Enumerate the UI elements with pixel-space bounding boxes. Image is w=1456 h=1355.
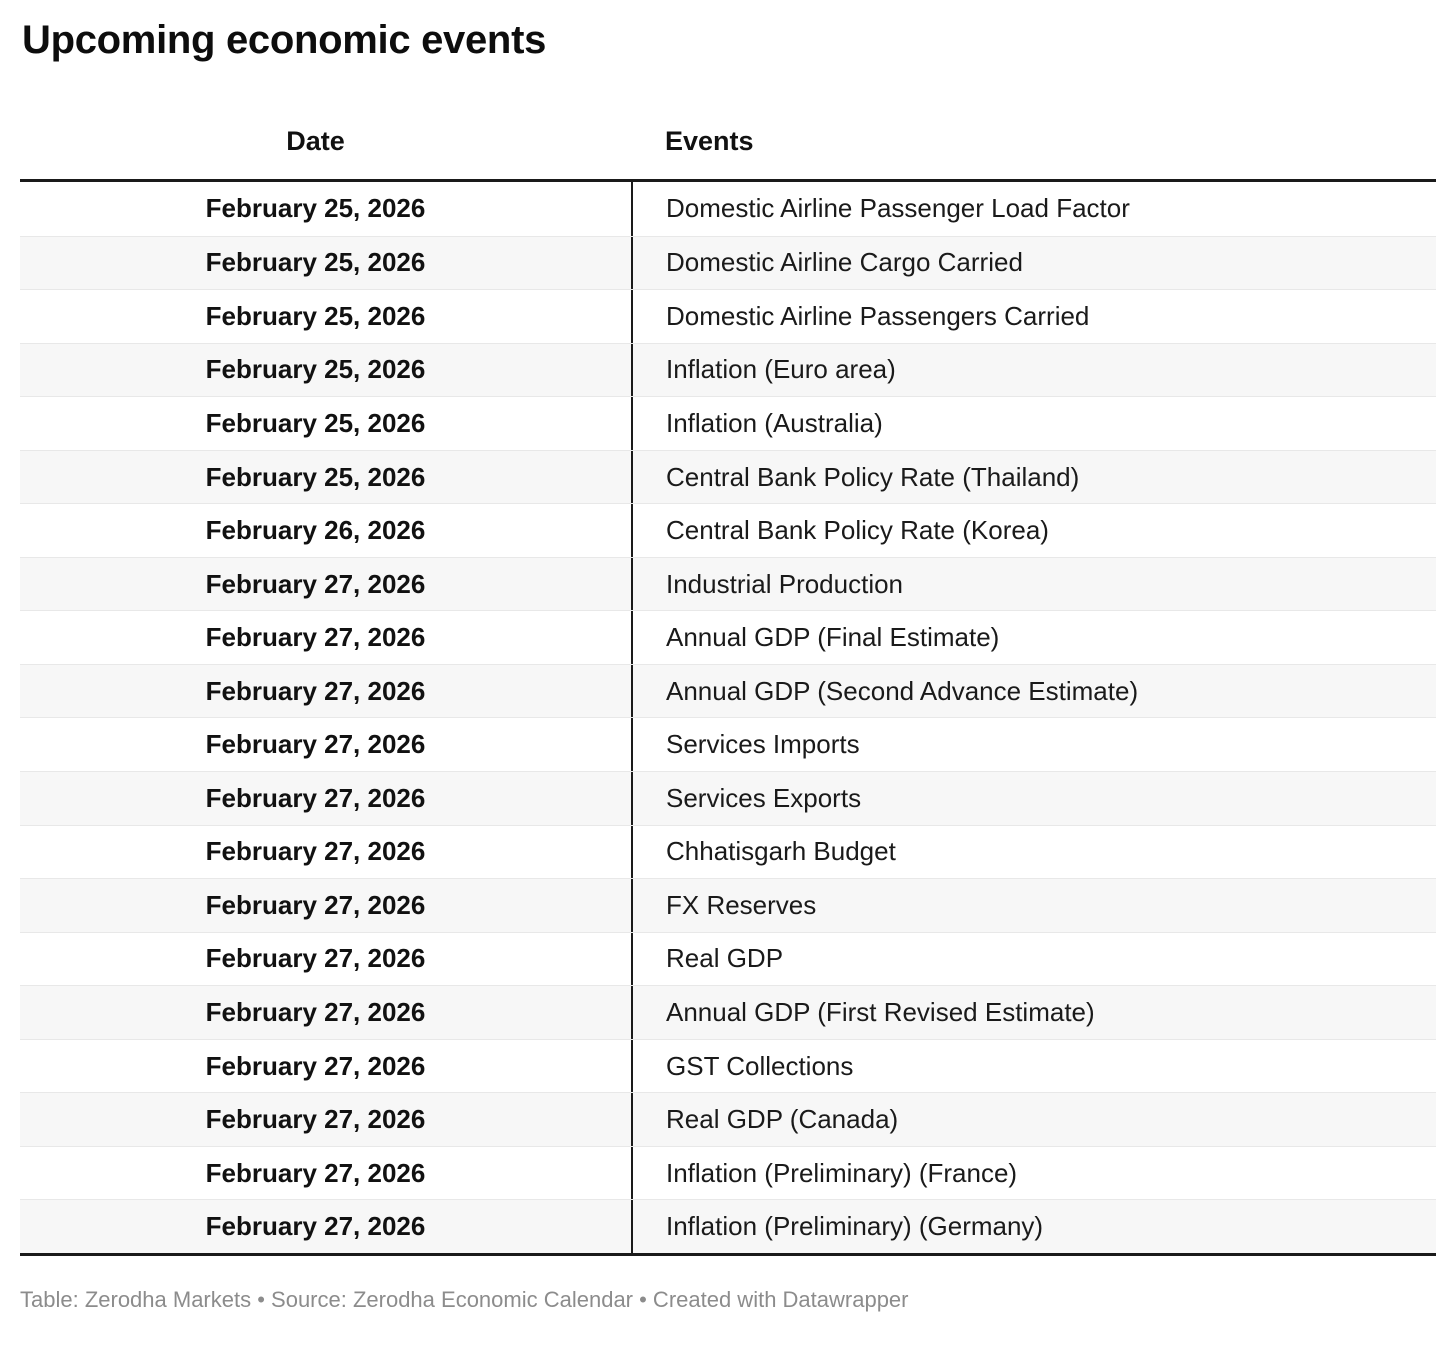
table-row: February 27, 2026 Annual GDP (Final Esti… [20, 610, 1436, 664]
event-cell: Real GDP [631, 932, 1436, 986]
table-row: February 27, 2026 Real GDP [20, 931, 1436, 986]
table-row: February 27, 2026 Services Exports [20, 771, 1436, 825]
attribution-footer: Table: Zerodha Markets • Source: Zerodha… [20, 1286, 909, 1312]
event-cell: Inflation (Australia) [631, 397, 1436, 450]
table-row: February 27, 2026 Industrial Production [20, 556, 1436, 611]
date-cell: February 25, 2026 [205, 193, 426, 224]
column-header-date: Date [286, 126, 345, 156]
date-cell: February 25, 2026 [205, 461, 426, 492]
event-cell: Domestic Airline Cargo Carried [631, 236, 1436, 290]
date-cell: February 27, 2026 [205, 943, 426, 974]
table-row: February 25, 2026 Inflation (Australia) [20, 396, 1436, 450]
event-cell: Services Exports [631, 772, 1436, 825]
date-cell: February 26, 2026 [205, 515, 426, 546]
table-header-row: Date Events [20, 126, 1436, 179]
event-cell: Inflation (Preliminary) (Germany) [631, 1200, 1436, 1253]
date-cell: February 25, 2026 [205, 247, 426, 278]
column-header-events: Events [665, 126, 754, 156]
table-row: February 27, 2026 Services Imports [20, 717, 1436, 772]
table-row: February 25, 2026 Central Bank Policy Ra… [20, 449, 1436, 504]
table-row: February 27, 2026 GST Collections [20, 1038, 1436, 1093]
event-cell: Industrial Production [631, 557, 1436, 611]
event-cell: Inflation (Preliminary) (France) [631, 1146, 1436, 1200]
date-cell: February 27, 2026 [205, 1050, 426, 1081]
event-cell: Real GDP (Canada) [631, 1093, 1436, 1146]
date-cell: February 27, 2026 [205, 729, 426, 760]
date-cell: February 27, 2026 [205, 889, 426, 920]
table-row: February 25, 2026 Inflation (Euro area) [20, 342, 1436, 397]
date-cell: February 27, 2026 [205, 996, 426, 1027]
event-cell: Central Bank Policy Rate (Korea) [631, 504, 1436, 557]
date-cell: February 27, 2026 [205, 622, 426, 653]
economic-events-table-body: February 25, 2026 Domestic Airline Passe… [20, 179, 1436, 1256]
event-cell: Central Bank Policy Rate (Thailand) [631, 450, 1436, 504]
datawrapper-table-page: Upcoming economic events Date Events Feb… [0, 16, 1456, 1313]
date-cell: February 27, 2026 [205, 782, 426, 813]
date-cell: February 25, 2026 [205, 354, 426, 385]
event-cell: Chhatisgarh Budget [631, 825, 1436, 879]
table-row: February 27, 2026 Inflation (Preliminary… [20, 1199, 1436, 1253]
date-cell: February 27, 2026 [205, 1211, 426, 1242]
date-cell: February 27, 2026 [205, 675, 426, 706]
event-cell: Annual GDP (Final Estimate) [631, 611, 1436, 664]
table-row: February 27, 2026 Chhatisgarh Budget [20, 824, 1436, 879]
date-cell: February 27, 2026 [205, 1157, 426, 1188]
event-cell: Inflation (Euro area) [631, 343, 1436, 397]
table-row: February 25, 2026 Domestic Airline Passe… [20, 289, 1436, 343]
page-title: Upcoming economic events [22, 18, 547, 62]
event-cell: GST Collections [631, 1039, 1436, 1093]
table-row: February 27, 2026 FX Reserves [20, 878, 1436, 932]
table-row: February 25, 2026 Domestic Airline Cargo… [20, 235, 1436, 290]
event-cell: Annual GDP (First Revised Estimate) [631, 986, 1436, 1039]
table-row: February 27, 2026 Annual GDP (First Revi… [20, 985, 1436, 1039]
event-cell: Domestic Airline Passengers Carried [631, 290, 1436, 343]
event-cell: FX Reserves [631, 879, 1436, 932]
table-row: February 27, 2026 Real GDP (Canada) [20, 1092, 1436, 1146]
date-cell: February 25, 2026 [205, 407, 426, 438]
date-cell: February 27, 2026 [205, 568, 426, 599]
date-cell: February 27, 2026 [205, 836, 426, 867]
event-cell: Services Imports [631, 718, 1436, 772]
table-row: February 26, 2026 Central Bank Policy Ra… [20, 503, 1436, 557]
date-cell: February 27, 2026 [205, 1104, 426, 1135]
table-row: February 27, 2026 Annual GDP (Second Adv… [20, 663, 1436, 718]
table-row: February 27, 2026 Inflation (Preliminary… [20, 1145, 1436, 1200]
table-row: February 25, 2026 Domestic Airline Passe… [20, 182, 1436, 236]
event-cell: Domestic Airline Passenger Load Factor [631, 182, 1436, 236]
date-cell: February 25, 2026 [205, 300, 426, 331]
event-cell: Annual GDP (Second Advance Estimate) [631, 664, 1436, 718]
